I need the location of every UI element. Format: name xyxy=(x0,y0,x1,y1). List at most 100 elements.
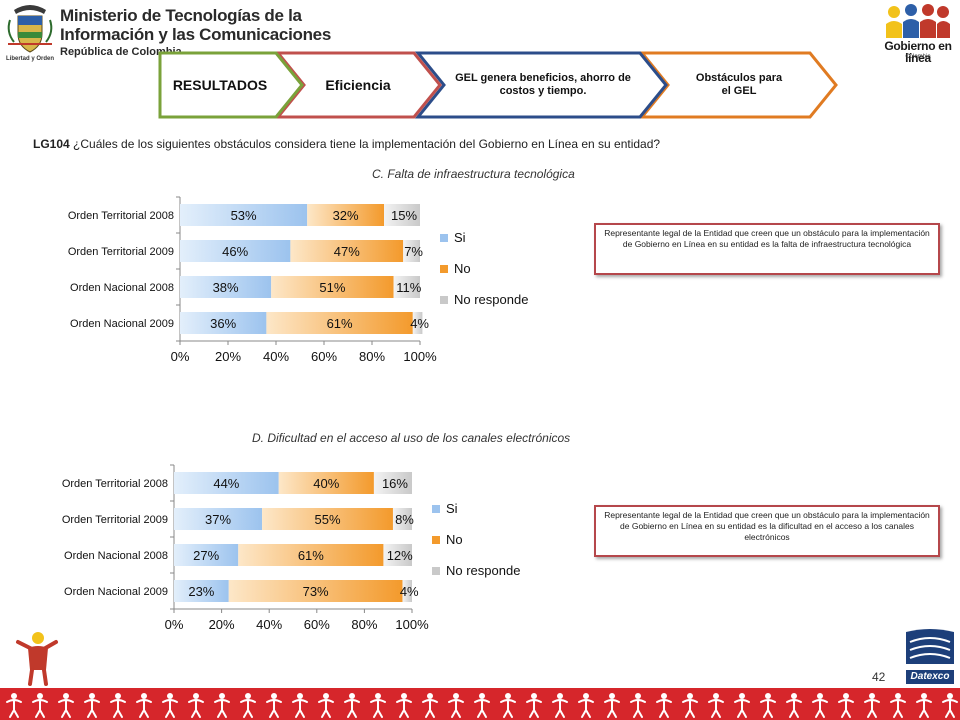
question-code: LG104 xyxy=(33,137,70,151)
ministry-line-2: Información y las Comunicaciones xyxy=(60,25,331,44)
strip-person-body xyxy=(422,699,438,718)
bar-segment-si xyxy=(174,472,279,494)
strip-person-body xyxy=(110,699,126,718)
strip-person-head xyxy=(895,693,901,699)
strip-person-head xyxy=(583,693,589,699)
datexco-logo xyxy=(906,629,954,664)
strip-person-body xyxy=(604,699,620,718)
legend-swatch xyxy=(440,265,448,273)
bar-segment-no xyxy=(271,276,394,298)
strip-person-body xyxy=(344,699,360,718)
legend-label: No responde xyxy=(454,292,528,307)
strip-person-head xyxy=(479,693,485,699)
strip-person-head xyxy=(245,693,251,699)
strip-person-head xyxy=(557,693,563,699)
strip-person-head xyxy=(11,693,17,699)
ministry-line-3: República de Colombia xyxy=(60,46,182,58)
strip-person-head xyxy=(609,693,615,699)
strip-person-head xyxy=(739,693,745,699)
bar-segment-si xyxy=(180,312,267,334)
bar-segment-no-responde xyxy=(373,472,412,494)
bar-segment-no-responde xyxy=(412,312,423,334)
strip-person-body xyxy=(578,699,594,718)
page-number: 42 xyxy=(872,670,886,684)
strip-person-body xyxy=(266,699,282,718)
bar-segment-no-responde xyxy=(402,580,412,602)
strip-person-body xyxy=(448,699,464,718)
x-tick-label: 100% xyxy=(395,617,429,632)
data-label: 51% xyxy=(319,280,345,295)
strip-person-head xyxy=(37,693,43,699)
strip-person-head xyxy=(349,693,355,699)
strip-person-head xyxy=(115,693,121,699)
data-label: 61% xyxy=(327,316,353,331)
bar-segment-no xyxy=(290,240,404,262)
strip-person-body xyxy=(162,699,178,718)
ribbon-step-1-outline xyxy=(158,51,304,119)
bar-segment-no xyxy=(228,580,403,602)
data-label: 37% xyxy=(205,512,231,527)
strip-person-head xyxy=(713,693,719,699)
data-label: 12% xyxy=(387,548,413,563)
data-label: 36% xyxy=(210,316,236,331)
bar-segment-no xyxy=(266,312,413,334)
strip-person-body xyxy=(6,699,22,718)
bar-segment-no-responde xyxy=(392,508,412,530)
question-text: ¿Cuáles de los siguientes obstáculos con… xyxy=(73,137,661,151)
note-c: Representante legal de la Entidad que cr… xyxy=(594,223,940,275)
strip-person-body xyxy=(890,699,906,718)
strip-person-head xyxy=(505,693,511,699)
category-label: Orden Nacional 2009 xyxy=(64,586,168,598)
x-tick-label: 40% xyxy=(263,349,289,364)
strip-person-head xyxy=(141,693,147,699)
steps-ribbon-shapes xyxy=(158,51,838,119)
data-label: 55% xyxy=(314,512,340,527)
category-label: Orden Territorial 2008 xyxy=(68,210,174,222)
data-label: 27% xyxy=(193,548,219,563)
strip-person-head xyxy=(375,693,381,699)
strip-person-head xyxy=(921,693,927,699)
strip-person-body xyxy=(526,699,542,718)
ribbon-step-2-outline xyxy=(274,51,442,119)
bar-segment-si xyxy=(180,276,272,298)
strip-person-head xyxy=(531,693,537,699)
strip-person-body xyxy=(708,699,724,718)
data-label: 40% xyxy=(313,476,339,491)
bar-segment-si xyxy=(174,580,229,602)
bar-segment-si xyxy=(180,204,308,226)
strip-person-body xyxy=(214,699,230,718)
legend-label: Si xyxy=(446,501,458,516)
question-line: LG104 ¿Cuáles de los siguientes obstácul… xyxy=(33,137,660,151)
strip-person-head xyxy=(63,693,69,699)
x-tick-label: 80% xyxy=(359,349,385,364)
ribbon-step-4-outline xyxy=(638,51,838,119)
datexco-label: Datexco xyxy=(906,670,954,684)
coat-of-arms-logo xyxy=(7,5,53,53)
strip-person-body xyxy=(786,699,802,718)
legend-swatch xyxy=(432,505,440,513)
data-label: 7% xyxy=(404,244,423,259)
data-label: 4% xyxy=(400,584,419,599)
strip-person-body xyxy=(318,699,334,718)
x-tick-label: 80% xyxy=(351,617,377,632)
strip-person-head xyxy=(453,693,459,699)
strip-person-body xyxy=(812,699,828,718)
strip-person-head xyxy=(661,693,667,699)
ribbon-step-3: GEL genera beneficios, ahorro de costos … xyxy=(455,72,631,97)
x-tick-label: 0% xyxy=(171,349,190,364)
gel-title: Gobierno en línea xyxy=(884,39,952,65)
strip-person-body xyxy=(500,699,516,718)
bar-segment-no-responde xyxy=(384,204,420,226)
data-label: 16% xyxy=(382,476,408,491)
gel-subtitle: Colombia xyxy=(905,54,931,60)
bar-segment-no xyxy=(278,472,374,494)
strip-person-head xyxy=(271,693,277,699)
strip-person-body xyxy=(58,699,74,718)
ribbon-step-2: Eficiencia xyxy=(325,77,391,93)
strip-person-body xyxy=(240,699,256,718)
bar-segment-si xyxy=(180,240,291,262)
category-label: Orden Nacional 2009 xyxy=(70,318,174,330)
strip-person-body xyxy=(136,699,152,718)
data-label: 53% xyxy=(231,208,257,223)
bar-segment-no xyxy=(307,204,384,226)
